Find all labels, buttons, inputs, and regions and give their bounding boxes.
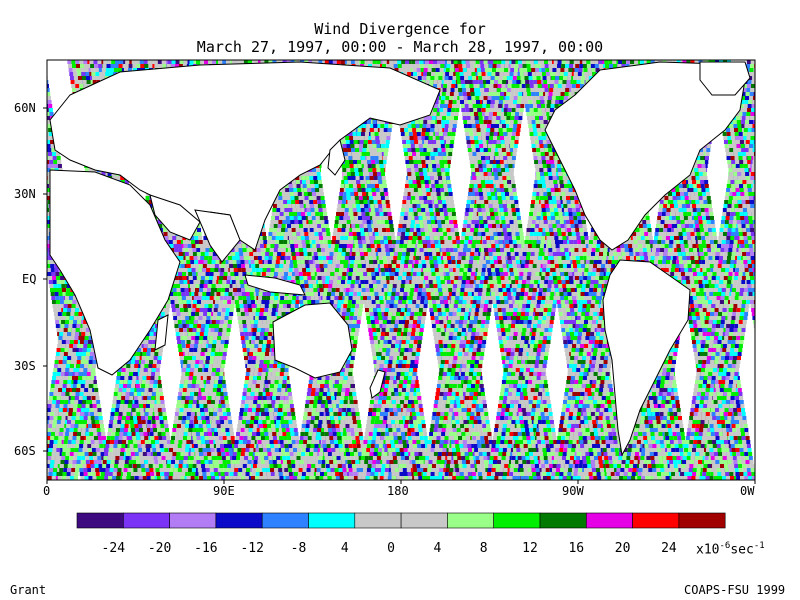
legend-swatch bbox=[493, 512, 541, 529]
lon-label-180: 180 bbox=[387, 484, 409, 498]
indonesia bbox=[244, 274, 306, 296]
legend-label: 8 bbox=[464, 541, 504, 556]
india bbox=[194, 209, 241, 263]
legend-swatch bbox=[169, 512, 217, 529]
australia bbox=[272, 302, 353, 379]
legend-label: 4 bbox=[325, 541, 365, 556]
lon-label-90w: 90W bbox=[562, 484, 584, 498]
legend-swatch bbox=[447, 512, 494, 529]
legend-swatch bbox=[400, 512, 448, 529]
map-title: Wind Divergence for bbox=[0, 20, 800, 38]
footer-credit: COAPS-FSU 1999 bbox=[684, 583, 785, 597]
legend-label: 20 bbox=[603, 541, 643, 556]
africa bbox=[49, 169, 181, 376]
footer-author: Grant bbox=[10, 583, 46, 597]
legend-units: x10-6sec-1 bbox=[696, 541, 765, 557]
legend-label: 4 bbox=[417, 541, 457, 556]
lon-label-90e: 90E bbox=[213, 484, 235, 498]
lat-label-30s: 30S bbox=[14, 359, 36, 373]
new-zealand bbox=[369, 369, 386, 399]
legend-swatch bbox=[123, 512, 170, 529]
legend-label: 12 bbox=[510, 541, 550, 556]
lon-label-0w: 0W bbox=[740, 484, 754, 498]
legend-swatch bbox=[308, 512, 356, 529]
greenland bbox=[699, 61, 751, 96]
legend-label: -16 bbox=[186, 541, 226, 556]
legend-label: -12 bbox=[232, 541, 272, 556]
color-legend bbox=[76, 512, 726, 529]
legend-label: -8 bbox=[279, 541, 319, 556]
map-subtitle: March 27, 1997, 00:00 - March 28, 1997, … bbox=[0, 38, 800, 56]
legend-label: 24 bbox=[649, 541, 689, 556]
legend-swatch bbox=[678, 512, 726, 529]
south-america bbox=[602, 259, 691, 457]
japan bbox=[327, 139, 346, 176]
lat-label-60s: 60S bbox=[14, 444, 36, 458]
lat-label-30n: 30N bbox=[14, 187, 36, 201]
madagascar bbox=[154, 314, 169, 351]
legend-swatch bbox=[585, 512, 633, 529]
legend-label: 0 bbox=[371, 541, 411, 556]
lon-label-0: 0 bbox=[43, 484, 50, 498]
legend-swatch bbox=[261, 512, 309, 529]
legend-label: -20 bbox=[140, 541, 180, 556]
eurasia bbox=[49, 61, 441, 251]
legend-swatch bbox=[632, 512, 680, 529]
legend-swatch bbox=[215, 512, 263, 529]
continents bbox=[49, 61, 751, 457]
legend-swatch bbox=[76, 512, 124, 529]
lat-label-eq: EQ bbox=[22, 272, 36, 286]
lat-label-60n: 60N bbox=[14, 101, 36, 115]
legend-label: 16 bbox=[556, 541, 596, 556]
arabia bbox=[149, 194, 201, 241]
legend-label: -24 bbox=[93, 541, 133, 556]
legend-swatch bbox=[539, 512, 587, 529]
legend-swatch bbox=[354, 512, 402, 529]
